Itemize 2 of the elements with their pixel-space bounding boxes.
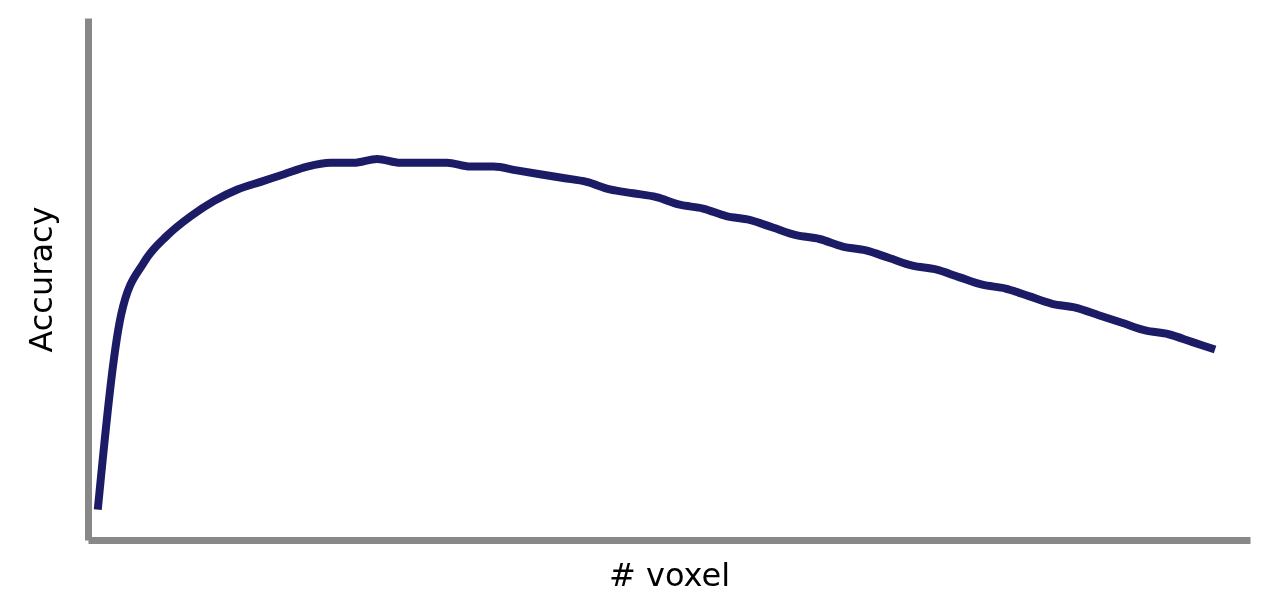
x-axis-title: # voxel <box>608 555 731 594</box>
y-axis-title: Accuracy <box>21 206 60 353</box>
